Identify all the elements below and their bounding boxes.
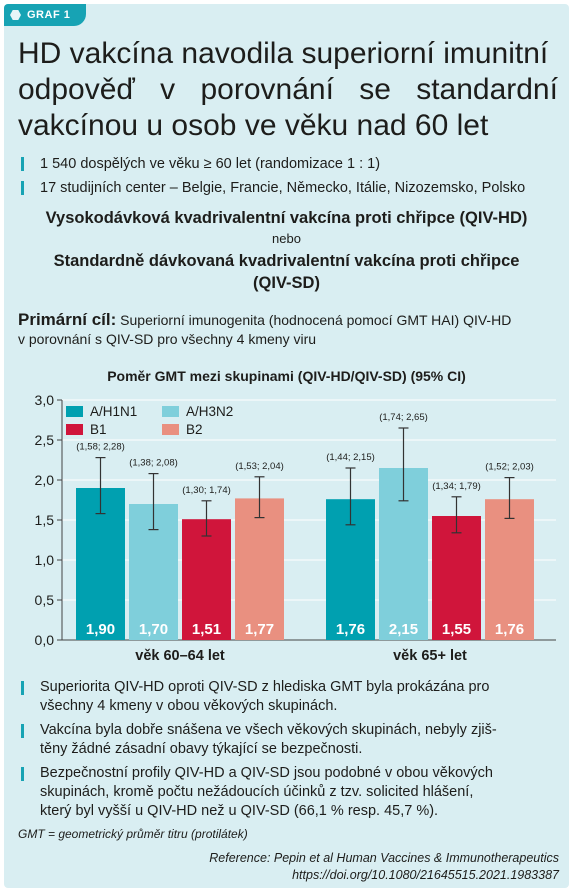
- study-fact-item: 1 540 dospělých ve věku ≥ 60 let (random…: [18, 152, 525, 176]
- category-label: věk 65+ let: [393, 648, 467, 664]
- figure-panel: GRAF 1 HD vakcína navodila superiorní im…: [4, 4, 569, 888]
- ci-label: (1,53; 2,04): [235, 461, 284, 472]
- y-tick-label: 2,5: [35, 432, 55, 448]
- study-fact-item: 17 studijních center – Belgie, Francie, …: [18, 176, 525, 200]
- figure-tag: GRAF 1: [4, 4, 86, 26]
- or-word: nebo: [272, 231, 301, 246]
- vaccine-sd-line-1: Standardně dávkovaná kvadrivalentní vakc…: [53, 252, 520, 270]
- legend-label: B2: [186, 422, 203, 437]
- conclusion-line: skupinách, kromě počtu nežádoucích účink…: [40, 784, 474, 800]
- title-word: porovnání: [200, 73, 334, 106]
- bar: [182, 519, 231, 640]
- ci-label: (1,52; 2,03): [485, 462, 534, 473]
- bar-value-label: 1,55: [442, 621, 471, 638]
- category-label: věk 60–64 let: [135, 648, 225, 664]
- ci-label: (1,38; 2,08): [129, 458, 178, 469]
- bar-value-label: 1,51: [192, 621, 221, 638]
- title-line-3: vakcínou u osob ve věku nad 60 let: [18, 109, 489, 142]
- bar-value-label: 1,70: [139, 621, 168, 638]
- ci-label: (1,34; 1,79): [432, 481, 481, 492]
- legend-label: A/H1N1: [90, 404, 137, 419]
- bar-value-label: 1,90: [86, 621, 115, 638]
- conclusion-line: těny žádné zásadní obavy týkající se bez…: [40, 741, 363, 757]
- ci-label: (1,58; 2,28): [76, 442, 125, 453]
- title-word: odpověď: [18, 73, 135, 106]
- reference: Reference: Pepin et al Human Vaccines & …: [209, 850, 559, 884]
- legend-swatch: [162, 406, 179, 417]
- hexagon-icon: [10, 10, 21, 20]
- conclusion-item: Vakcína byla dobře snášena ve všech věko…: [18, 721, 563, 759]
- title-line-1: HD vakcína navodila superiorní imunitní: [18, 37, 549, 70]
- conclusion-line: Vakcína byla dobře snášena ve všech věko…: [40, 722, 497, 738]
- page-title: HD vakcína navodila superiorní imunitní …: [18, 36, 558, 144]
- title-line-2: odpověď v porovnání se standardní: [18, 72, 558, 108]
- conclusion-line: Superiorita QIV-HD oproti QIV-SD z hledi…: [40, 679, 490, 695]
- y-tick-label: 0,0: [35, 632, 55, 648]
- vaccine-sd-label: Standardně dávkovaná kvadrivalentní vakc…: [4, 250, 569, 294]
- bar-value-label: 1,77: [245, 621, 274, 638]
- conclusion-item: Superiorita QIV-HD oproti QIV-SD z hledi…: [18, 678, 563, 716]
- gmt-ratio-bar-chart: 0,0 0,5 1,0 1,5 2,0 2,5 3,0 (1,58; 2,28) 1,90 (1,…: [35, 392, 556, 664]
- title-word: standardní: [416, 73, 558, 106]
- conclusion-line: všechny 4 kmeny v obou věkových skupinác…: [40, 698, 338, 714]
- ci-label: (1,44; 2,15): [326, 452, 375, 463]
- vaccine-sd-line-2: (QIV-SD): [253, 274, 320, 292]
- chart-title: Poměr GMT mezi skupinami (QIV-HD/QIV-SD)…: [107, 368, 466, 384]
- bar-value-label: 2,15: [389, 621, 418, 638]
- figure-tag-label: GRAF 1: [27, 9, 71, 21]
- primary-endpoint-text-1: Superiorní imunogenita (hodnocená pomocí…: [116, 312, 512, 328]
- bar: [432, 516, 481, 640]
- conclusion-item: Bezpečnostní profily QIV-HD a QIV-SD jso…: [18, 764, 563, 821]
- bar: [485, 499, 534, 640]
- primary-endpoint: Primární cíl: Superiorní imunogenita (ho…: [18, 310, 563, 349]
- bar: [235, 498, 284, 640]
- bar-value-label: 1,76: [336, 621, 365, 638]
- legend-label: B1: [90, 422, 107, 437]
- conclusions: Superiorita QIV-HD oproti QIV-SD z hledi…: [18, 678, 563, 826]
- legend-swatch: [66, 424, 83, 435]
- legend-label: A/H3N2: [186, 404, 233, 419]
- title-word: se: [359, 73, 391, 106]
- legend-swatch: [162, 424, 179, 435]
- ci-label: (1,30; 1,74): [182, 485, 231, 496]
- primary-endpoint-label: Primární cíl:: [18, 310, 117, 329]
- title-word: v: [160, 73, 176, 106]
- conclusion-line: který byl vyšší u QIV-HD než u QIV-SD (6…: [40, 803, 439, 819]
- study-facts: 1 540 dospělých ve věku ≥ 60 let (random…: [18, 152, 525, 200]
- conclusion-line: Bezpečnostní profily QIV-HD a QIV-SD jso…: [40, 765, 493, 781]
- reference-citation: Reference: Pepin et al Human Vaccines & …: [209, 851, 559, 865]
- vaccine-hd-label: Vysokodávková kvadrivalentní vakcína pro…: [45, 209, 528, 227]
- legend-swatch: [66, 406, 83, 417]
- y-tick-label: 2,0: [35, 472, 55, 488]
- ci-label: (1,74; 2,65): [379, 412, 428, 423]
- y-tick-label: 3,0: [35, 392, 55, 408]
- primary-endpoint-text-2: v porovnání s QIV-SD pro všechny 4 kmeny…: [18, 331, 317, 347]
- y-tick-label: 0,5: [35, 592, 55, 608]
- y-tick-label: 1,5: [35, 512, 55, 528]
- bar-value-label: 1,76: [495, 621, 524, 638]
- gmt-footnote: GMT = geometrický průměr titru (protilát…: [18, 827, 248, 841]
- reference-doi: https://doi.org/10.1080/21645515.2021.19…: [292, 868, 559, 882]
- y-tick-label: 1,0: [35, 552, 55, 568]
